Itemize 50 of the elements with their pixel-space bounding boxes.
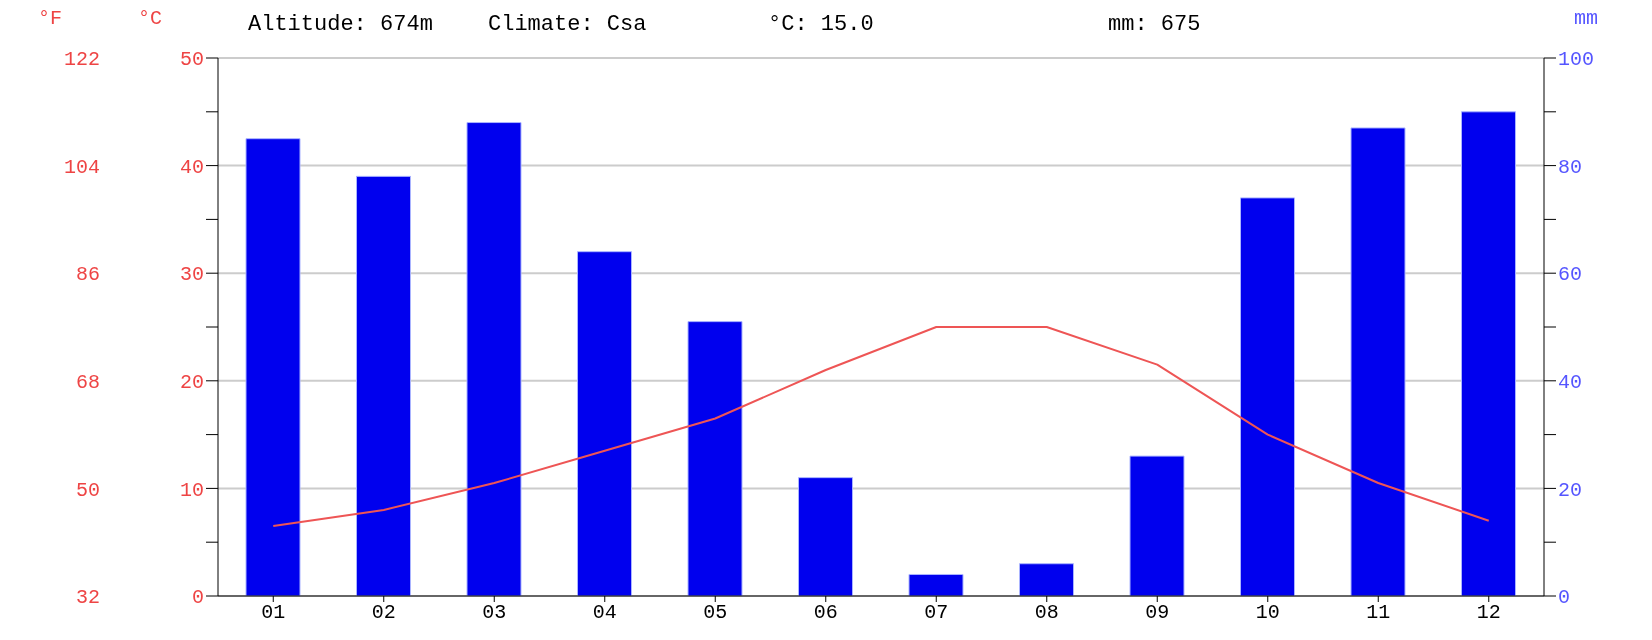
text: mm: 675 (1108, 12, 1201, 37)
y3-tick-label: 122 (63, 48, 100, 72)
bar (466, 122, 522, 596)
bar (1461, 111, 1516, 596)
y2-tick-label: 100 (1558, 48, 1595, 72)
y2-tick-label: 60 (1558, 263, 1583, 287)
y2-axis-title: mm (1574, 7, 1599, 31)
y3-axis-title: °F (38, 7, 63, 31)
x-tick-label: 11 (1366, 601, 1391, 625)
y3-tick-label: 86 (75, 263, 100, 287)
bar (1240, 197, 1295, 596)
text: Climate: Csa (488, 12, 647, 37)
x-tick-label: 09 (1145, 601, 1170, 625)
text: °C: 15.0 (768, 12, 874, 37)
bar (245, 138, 301, 596)
bar (798, 477, 853, 596)
y-tick-label: 50 (179, 48, 204, 72)
x-tick-label: 10 (1255, 601, 1280, 625)
y-axis-title: °C (138, 7, 163, 31)
y-tick-label: 10 (179, 478, 204, 502)
y-tick-label: 40 (179, 155, 204, 179)
y3-tick-label: 32 (75, 586, 100, 610)
y3-tick-label: 68 (75, 370, 100, 394)
y-tick-label: 0 (191, 586, 204, 610)
y3-tick-label: 50 (75, 478, 100, 502)
x-tick-label: 08 (1034, 601, 1059, 625)
x-tick-label: 03 (482, 601, 507, 625)
x-tick-label: 12 (1476, 601, 1501, 625)
y2-tick-label: 40 (1558, 370, 1583, 394)
x-tick-label: 07 (924, 601, 949, 625)
x-tick-label: 01 (261, 601, 286, 625)
y2-tick-label: 0 (1558, 586, 1571, 610)
bar (908, 573, 964, 596)
bar (1019, 563, 1074, 596)
y-tick-label: 20 (179, 370, 204, 394)
bar (356, 175, 411, 596)
x-tick-label: 06 (813, 601, 838, 625)
text: Altitude: 674m (248, 12, 433, 37)
bar (1129, 455, 1185, 596)
bar (687, 321, 743, 596)
x-tick-label: 02 (371, 601, 396, 625)
bar (577, 251, 632, 596)
y3-tick-label: 104 (63, 155, 100, 179)
x-tick-label: 04 (592, 601, 617, 625)
bar (1350, 127, 1406, 596)
y2-tick-label: 20 (1558, 478, 1583, 502)
x-tick-label: 05 (703, 601, 728, 625)
y-tick-label: 30 (179, 263, 204, 287)
line-series (272, 326, 1490, 528)
y2-tick-label: 80 (1558, 155, 1583, 179)
